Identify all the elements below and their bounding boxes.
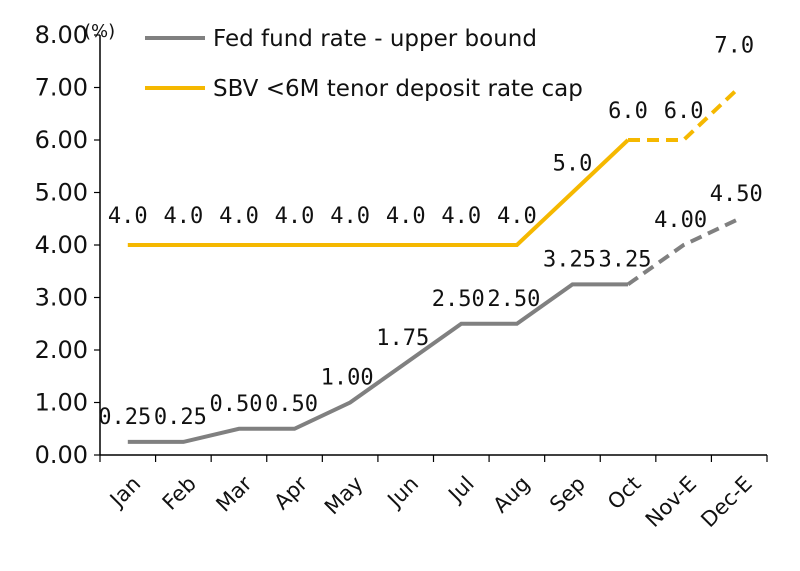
data-label-fed: 0.50 <box>265 392 318 417</box>
y-unit-label: (%) <box>84 21 115 42</box>
data-label-sbv: 7.0 <box>714 34 754 59</box>
y-tick-label: 5.00 <box>35 179 88 207</box>
x-tick-label: Mar <box>212 471 257 516</box>
legend: Fed fund rate - upper bound SBV <6M teno… <box>145 26 583 102</box>
data-label-sbv: 4.0 <box>386 204 426 229</box>
data-label-sbv: 5.0 <box>553 152 593 177</box>
series-line-1 <box>127 138 630 247</box>
data-label-sbv: 4.0 <box>497 204 537 229</box>
y-tick-label: 7.00 <box>35 74 88 102</box>
data-label-sbv: 4.0 <box>108 204 148 229</box>
x-tick-label: Sep <box>545 472 590 517</box>
series-line-estimate-1 <box>628 86 741 142</box>
data-label-sbv: 4.0 <box>330 204 370 229</box>
x-tick-label: Apr <box>269 471 312 514</box>
x-tick-label: Nov-E <box>641 472 701 532</box>
x-tick-label: May <box>320 472 368 520</box>
x-tick-label: Jun <box>382 472 424 514</box>
data-label-fed: 0.25 <box>154 405 207 430</box>
data-label-fed: 1.75 <box>376 326 429 351</box>
series-lines <box>127 86 741 444</box>
series-line-0 <box>127 282 628 444</box>
x-tick-label: Oct <box>603 472 646 515</box>
data-label-sbv: 6.0 <box>664 99 704 124</box>
data-label-sbv: 4.0 <box>219 204 259 229</box>
data-label-fed: 3.25 <box>599 247 652 272</box>
data-label-fed: 0.50 <box>209 392 262 417</box>
x-tick-label: Feb <box>158 472 201 515</box>
y-tick-label: 0.00 <box>35 441 88 469</box>
series-line-estimate-0 <box>626 216 741 287</box>
legend-label-sbv: SBV <6M tenor deposit rate cap <box>213 76 583 102</box>
data-label-fed: 4.50 <box>710 182 763 207</box>
data-label-fed: 4.00 <box>654 208 707 233</box>
data-label-sbv: 6.0 <box>608 99 648 124</box>
data-label-fed: 2.50 <box>487 287 540 312</box>
x-tick-label: Jan <box>104 472 145 513</box>
data-labels: 0.25 0.250.50 0.501.001.752.50 2.503.25 3.25… <box>98 34 762 430</box>
data-label-sbv: 4.0 <box>441 204 481 229</box>
x-tick-label: Jul <box>443 472 479 508</box>
y-tick-label: 1.00 <box>35 389 88 417</box>
x-tick-label: Dec-E <box>696 472 756 532</box>
data-label-fed: 0.25 <box>98 405 151 430</box>
legend-label-fed: Fed fund rate - upper bound <box>213 26 537 52</box>
data-label-sbv: 4.0 <box>164 204 204 229</box>
data-label-sbv: 4.0 <box>275 204 315 229</box>
y-tick-label: 4.00 <box>35 231 88 259</box>
x-tick-label: Aug <box>488 472 534 518</box>
data-label-fed: 1.00 <box>321 366 374 391</box>
data-label-fed: 3.25 <box>543 247 596 272</box>
y-tick-label: 8.00 <box>35 21 88 49</box>
y-tick-label: 3.00 <box>35 284 88 312</box>
y-tick-label: 2.00 <box>35 336 88 364</box>
data-label-fed: 2.50 <box>432 287 485 312</box>
y-tick-label: 6.00 <box>35 126 88 154</box>
